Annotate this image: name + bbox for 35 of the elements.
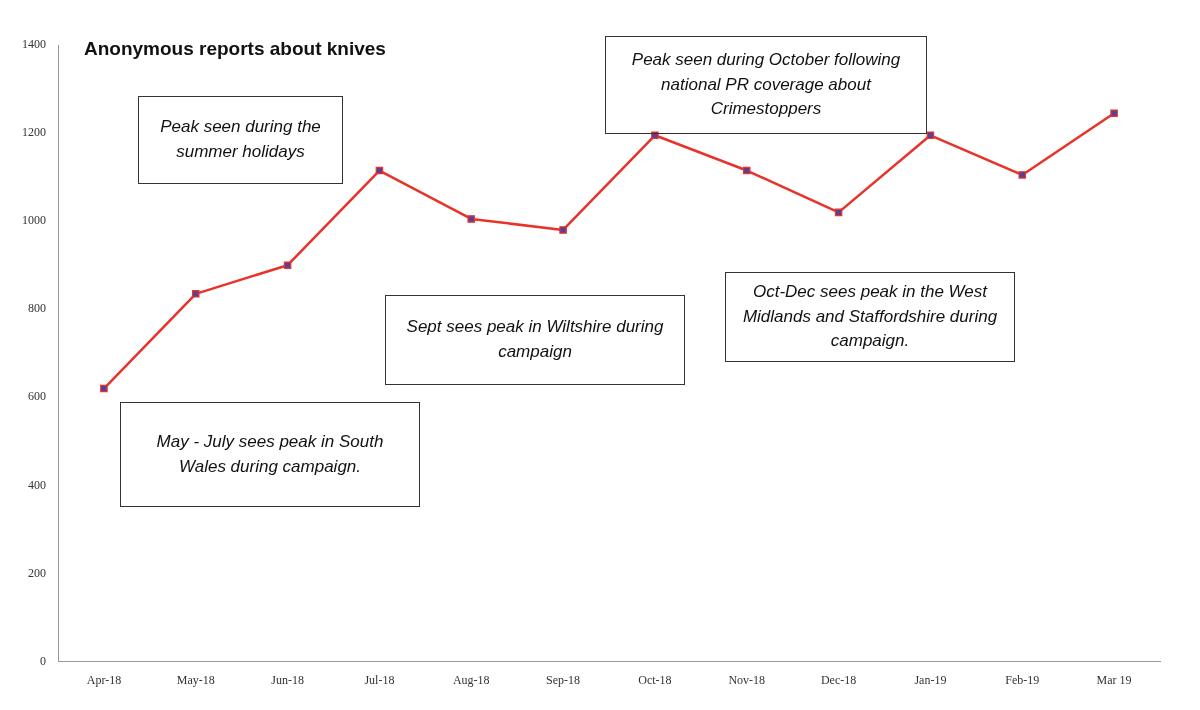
point xyxy=(191,290,200,298)
chart-title: Anonymous reports about knives xyxy=(84,38,386,60)
y-tick-label: 800 xyxy=(28,301,46,316)
annotation: Sept sees peak in Wiltshire during campaign xyxy=(385,295,685,385)
x-tick-label: Feb-19 xyxy=(1005,672,1040,687)
y-tick-label: 1200 xyxy=(22,125,46,140)
y-tick-label: 1400 xyxy=(22,37,46,52)
point xyxy=(467,215,476,223)
x-tick-label: Jan-19 xyxy=(914,672,947,687)
annotation: Peak seen during the summer holidays xyxy=(138,96,343,184)
annotation: Peak seen during October following national PR coverage about Crimestoppers xyxy=(605,36,927,134)
point xyxy=(559,226,567,234)
point xyxy=(926,131,935,140)
y-tick-label: 1000 xyxy=(22,213,46,228)
point xyxy=(1018,171,1027,179)
x-tick-label: Mar 19 xyxy=(1096,672,1132,687)
y-tick-label: 600 xyxy=(28,389,46,404)
x-tick-label: Jul-18 xyxy=(364,672,395,687)
y-tick-label: 0 xyxy=(40,653,46,668)
annotation: Oct-Dec sees peak in the West Midlands and Staffordshire during campaign. xyxy=(725,272,1015,362)
annotation: May - July sees peak in South Wales during campaign. xyxy=(120,402,420,507)
x-tick-label: Apr-18 xyxy=(86,672,122,687)
x-tick-label: Aug-18 xyxy=(452,672,490,687)
x-tick-label: Jun-18 xyxy=(271,672,304,687)
point xyxy=(100,384,108,393)
x-tick-label: Dec-18 xyxy=(820,672,857,687)
y-tick-label: 200 xyxy=(28,565,46,580)
x-tick-label: Oct-18 xyxy=(638,672,672,687)
x-tick-label: May-18 xyxy=(176,672,215,687)
x-tick-label: Nov-18 xyxy=(728,672,766,687)
point xyxy=(283,261,292,269)
x-tick-label: Sep-18 xyxy=(546,672,581,687)
point xyxy=(1110,109,1118,118)
y-tick-label: 400 xyxy=(28,477,46,492)
point xyxy=(742,166,751,175)
